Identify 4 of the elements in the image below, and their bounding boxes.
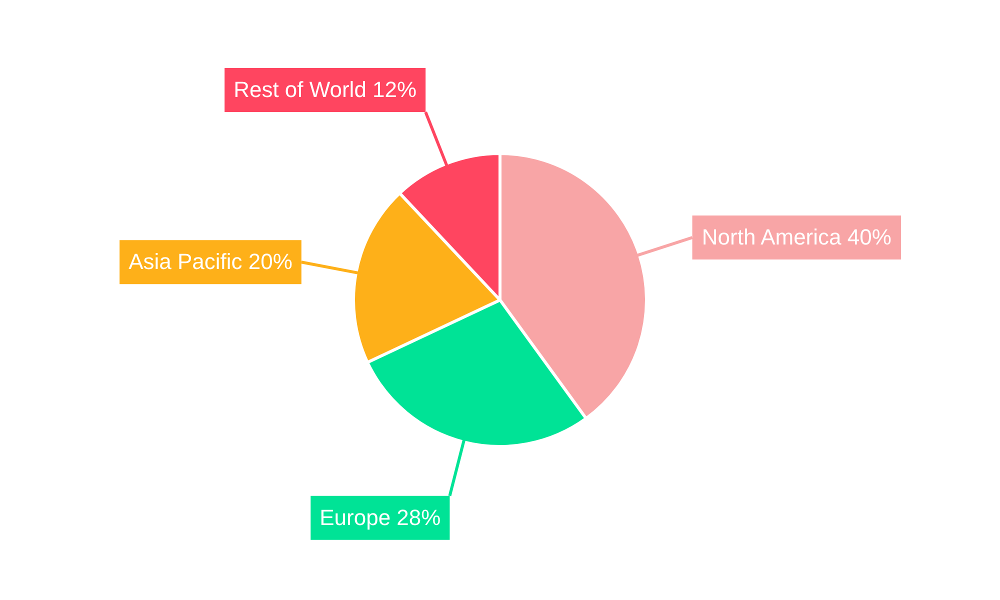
slice-label: Asia Pacific 20%	[128, 249, 292, 274]
slice-label: Rest of World 12%	[234, 77, 417, 102]
slice-label: Europe 28%	[320, 504, 441, 530]
slice-label: North America 40%	[702, 224, 892, 250]
